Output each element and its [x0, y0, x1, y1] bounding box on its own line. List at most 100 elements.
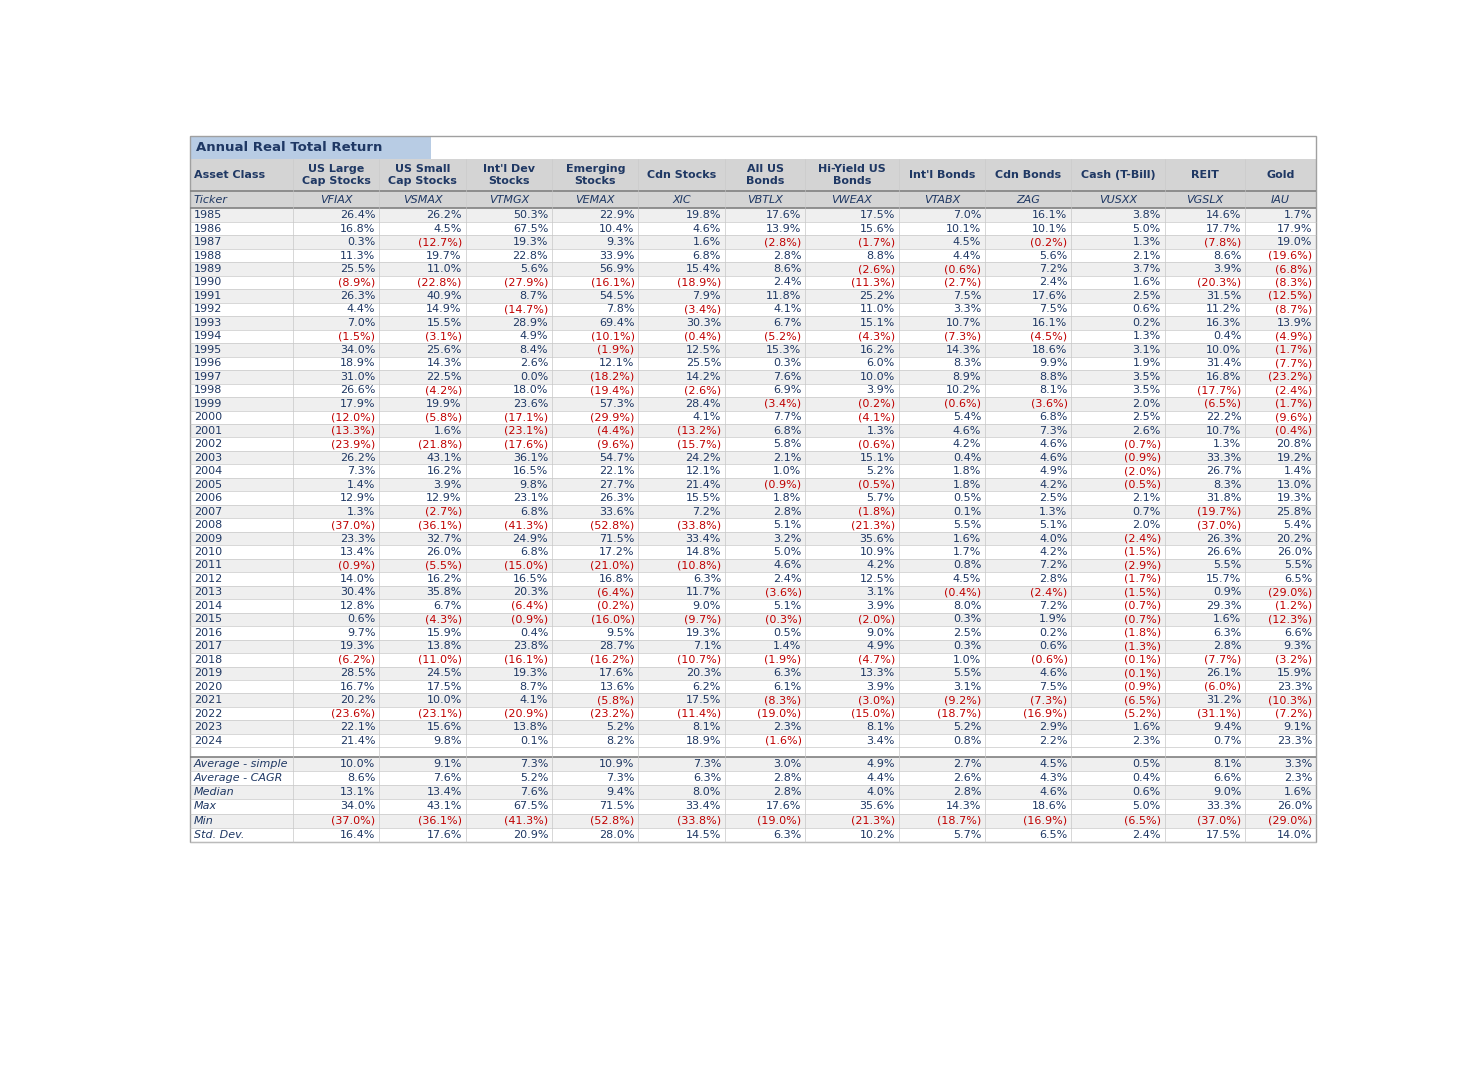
Text: 5.1%: 5.1% [773, 601, 802, 611]
Text: 9.3%: 9.3% [1284, 642, 1312, 651]
Text: (4.2%): (4.2%) [425, 385, 461, 395]
Text: (1.7%): (1.7%) [1275, 399, 1312, 409]
Text: 26.0%: 26.0% [1277, 547, 1312, 557]
Text: (4.3%): (4.3%) [425, 615, 461, 624]
Text: (7.3%): (7.3%) [945, 331, 981, 342]
Text: 5.4%: 5.4% [953, 412, 981, 422]
Text: 16.1%: 16.1% [1033, 210, 1068, 220]
Text: 0.8%: 0.8% [953, 560, 981, 570]
Text: 23.1%: 23.1% [513, 493, 548, 503]
Text: XIC: XIC [673, 195, 690, 204]
Text: 16.5%: 16.5% [513, 573, 548, 584]
Text: (0.6%): (0.6%) [945, 399, 981, 409]
Text: 2016: 2016 [194, 628, 222, 638]
Text: 34.0%: 34.0% [339, 345, 376, 355]
Text: 28.9%: 28.9% [513, 318, 548, 328]
Text: VGSLX: VGSLX [1187, 195, 1224, 204]
Text: (2.0%): (2.0%) [858, 615, 895, 624]
Text: 34.0%: 34.0% [339, 802, 376, 812]
Text: 6.8%: 6.8% [1039, 412, 1068, 422]
Text: Cdn Bonds: Cdn Bonds [995, 170, 1061, 181]
Text: 1.9%: 1.9% [1133, 358, 1161, 368]
Text: 54.5%: 54.5% [599, 291, 635, 301]
Text: (33.8%): (33.8%) [677, 816, 721, 826]
Text: (5.8%): (5.8%) [425, 412, 461, 422]
Text: 1.6%: 1.6% [1133, 722, 1161, 733]
Bar [190, 654, 1316, 667]
Text: (15.7%): (15.7%) [677, 439, 721, 449]
Text: 2004: 2004 [194, 466, 222, 476]
Text: 2.8%: 2.8% [773, 251, 802, 261]
Text: 0.5%: 0.5% [953, 493, 981, 503]
Text: 2.5%: 2.5% [953, 628, 981, 638]
Text: 3.0%: 3.0% [773, 758, 802, 768]
Text: 1992: 1992 [194, 304, 222, 315]
Text: 33.4%: 33.4% [686, 533, 721, 543]
Text: 2010: 2010 [194, 547, 222, 557]
Text: 10.2%: 10.2% [859, 830, 895, 840]
Text: 22.1%: 22.1% [599, 466, 635, 476]
Text: 3.2%: 3.2% [773, 533, 802, 543]
Text: 5.7%: 5.7% [867, 493, 895, 503]
Text: 19.3%: 19.3% [513, 237, 548, 247]
Text: (11.0%): (11.0%) [417, 655, 461, 664]
Text: 6.5%: 6.5% [1284, 573, 1312, 584]
Text: (1.9%): (1.9%) [764, 655, 802, 664]
Text: 10.4%: 10.4% [599, 224, 635, 234]
Bar [190, 370, 1316, 383]
Text: (52.8%): (52.8%) [591, 816, 635, 826]
Text: 2.5%: 2.5% [1133, 291, 1161, 301]
Text: (29.0%): (29.0%) [1268, 588, 1312, 597]
Text: 13.9%: 13.9% [1277, 318, 1312, 328]
Text: 8.0%: 8.0% [692, 788, 721, 797]
Text: 8.7%: 8.7% [520, 682, 548, 691]
Text: 11.2%: 11.2% [1206, 304, 1241, 315]
Text: 26.2%: 26.2% [426, 210, 461, 220]
Text: 16.8%: 16.8% [599, 573, 635, 584]
Text: 16.3%: 16.3% [1206, 318, 1241, 328]
Text: Gold: Gold [1266, 170, 1294, 181]
Text: 7.3%: 7.3% [692, 758, 721, 768]
Text: 1996: 1996 [194, 358, 222, 368]
Text: 4.1%: 4.1% [520, 696, 548, 705]
Text: 0.8%: 0.8% [953, 736, 981, 745]
Text: 3.1%: 3.1% [867, 588, 895, 597]
Text: 24.2%: 24.2% [686, 452, 721, 463]
Bar [190, 383, 1316, 397]
Text: 1.3%: 1.3% [867, 425, 895, 436]
Text: (0.7%): (0.7%) [1124, 615, 1161, 624]
Text: 2.8%: 2.8% [773, 506, 802, 516]
Text: 3.8%: 3.8% [1133, 210, 1161, 220]
Text: 6.3%: 6.3% [1213, 628, 1241, 638]
Text: 7.7%: 7.7% [773, 412, 802, 422]
Text: 8.3%: 8.3% [953, 358, 981, 368]
Text: 1.3%: 1.3% [1213, 439, 1241, 449]
Text: (23.2%): (23.2%) [591, 709, 635, 718]
Text: (2.4%): (2.4%) [1275, 385, 1312, 395]
Text: 28.4%: 28.4% [686, 399, 721, 409]
Bar [190, 639, 1316, 654]
Text: 5.0%: 5.0% [773, 547, 802, 557]
Text: 27.7%: 27.7% [599, 479, 635, 490]
Text: 1.3%: 1.3% [347, 506, 376, 516]
Text: 3.1%: 3.1% [1133, 345, 1161, 355]
Text: 1.0%: 1.0% [953, 655, 981, 664]
Text: 1.0%: 1.0% [773, 466, 802, 476]
Text: 2.4%: 2.4% [773, 277, 802, 288]
Text: (21.3%): (21.3%) [851, 520, 895, 530]
Text: 17.2%: 17.2% [599, 547, 635, 557]
Text: 18.0%: 18.0% [513, 385, 548, 395]
Bar [190, 136, 1316, 842]
Text: 5.5%: 5.5% [1213, 560, 1241, 570]
Text: 9.8%: 9.8% [520, 479, 548, 490]
Text: (12.7%): (12.7%) [417, 237, 461, 247]
Text: (4.7%): (4.7%) [858, 655, 895, 664]
Text: 5.2%: 5.2% [607, 722, 635, 733]
Text: 16.2%: 16.2% [426, 466, 461, 476]
Text: (2.8%): (2.8%) [764, 237, 802, 247]
Text: 2012: 2012 [194, 573, 222, 584]
Text: 17.5%: 17.5% [426, 682, 461, 691]
Text: (2.0%): (2.0%) [1124, 466, 1161, 476]
Text: 1.6%: 1.6% [953, 533, 981, 543]
Text: (3.6%): (3.6%) [1031, 399, 1068, 409]
